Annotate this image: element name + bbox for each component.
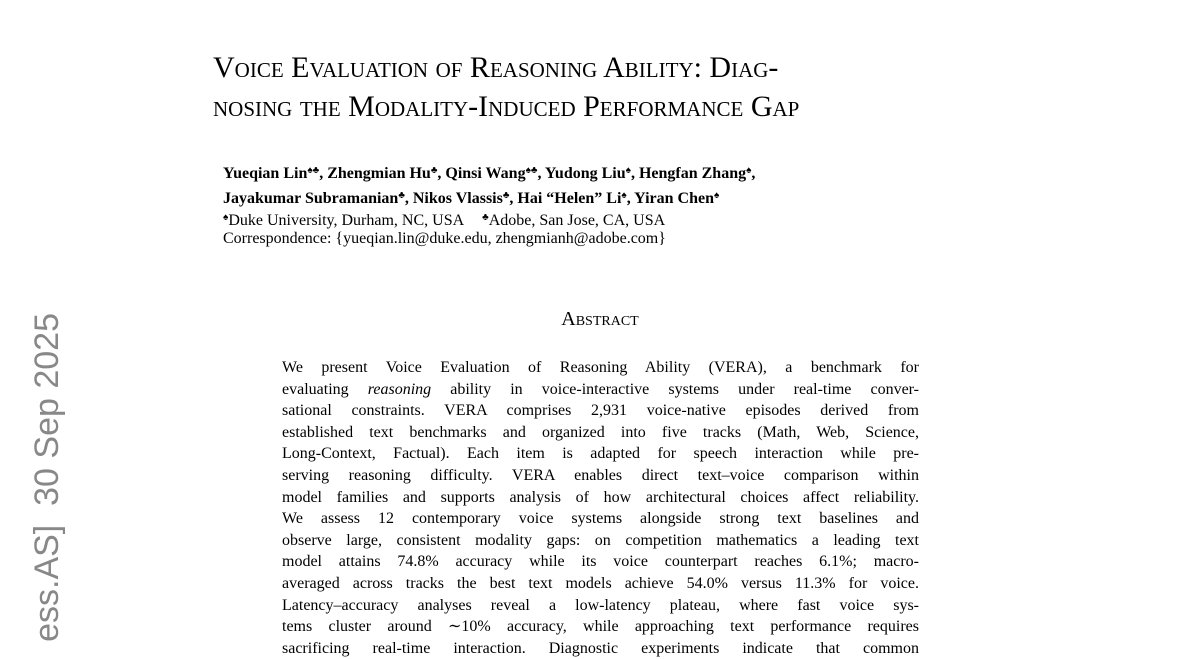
abstract-line: model families and supports analysis of … [282,488,919,506]
author-line: Yueqian Lin♠♣, Zhengmian Hu♣, Qinsi Wang… [223,160,755,185]
abstract-line: We present Voice Evaluation of Reasoning… [282,359,919,376]
author-line: Jayakumar Subramanian♣, Nikos Vlassis♣, … [223,185,755,210]
author-name: , [751,165,756,182]
affiliation-mark: ♠♣ [525,165,538,176]
abstract-line: averaged across tracks the best text mod… [282,574,919,592]
correspondence: Correspondence: {yueqian.lin@duke.edu, z… [223,230,666,247]
affiliation-mark: ♠ [621,190,627,201]
affiliation-mark: ♠ [746,165,752,176]
abstract-line: observe large, consistent modality gaps:… [282,531,919,549]
author-name: , Zhengmian Hu [319,165,431,182]
abstract-line: Long-Context, Factual). Each item is ada… [282,445,919,463]
author-name: Yueqian Lin [223,165,308,182]
author-name: Jayakumar Subramanian [223,190,399,207]
author-name: , Hengfan Zhang [630,165,747,182]
abstract-line: serving reasoning difficulty. VERA enabl… [282,466,919,484]
affiliation: ♠Duke University, Durham, NC, USA [223,212,464,229]
abstract: We present Voice Evaluation of Reasoning… [282,357,919,659]
author-name: , Yudong Liu [537,165,626,182]
arxiv-stamp: ess.AS] 30 Sep 2025 [28,313,66,642]
abstract-heading: Abstract [561,308,639,330]
authors: Yueqian Lin♠♣, Zhengmian Hu♣, Qinsi Wang… [223,160,755,210]
affiliation-mark: ♠ [223,212,229,223]
author-name: , Nikos Vlassis [404,190,503,207]
affiliation-mark: ♠ [625,165,631,176]
affiliation: ♣Adobe, San Jose, CA, USA [482,212,665,229]
affiliations: ♠Duke University, Durham, NC, USA ♣Adobe,… [223,207,683,232]
paper-title: Voice Evaluation of Reasoning Ability: D… [213,48,799,126]
affiliation-mark: ♣ [398,190,405,201]
abstract-line: Latency–accuracy analyses reveal a low-l… [282,596,919,614]
affiliation-mark: ♠ [713,190,720,201]
abstract-line: evaluating reasoning ability in voice-in… [282,380,919,398]
abstract-line: sational constraints. VERA comprises 2,9… [282,402,919,420]
affiliation-text: Adobe, San Jose, CA, USA [488,212,666,229]
abstract-line: We assess 12 contemporary voice systems … [282,510,919,528]
affiliation-mark: ♣ [430,165,438,176]
author-name: , Hai “Helen” Li [509,190,622,207]
abstract-line: model attains 74.8% accuracy while its v… [282,553,919,571]
affiliation-mark: ♣ [482,212,489,223]
abstract-line: tems cluster around ∼10% accuracy, while… [282,618,919,636]
affiliation-text: Duke University, Durham, NC, USA [228,212,465,229]
title-line: nosing the Modality-Induced Performance … [213,90,800,123]
affiliation-mark: ♠♣ [307,165,320,176]
title-line: Voice Evaluation of Reasoning Ability: D… [213,51,779,84]
abstract-line: sacrificing real-time interaction. Diagn… [282,639,919,657]
author-name: , Qinsi Wang [437,165,526,182]
author-name: , Yiran Chen [626,190,714,207]
abstract-line: established text benchmarks and organize… [282,423,919,441]
affiliation-mark: ♣ [502,190,510,201]
